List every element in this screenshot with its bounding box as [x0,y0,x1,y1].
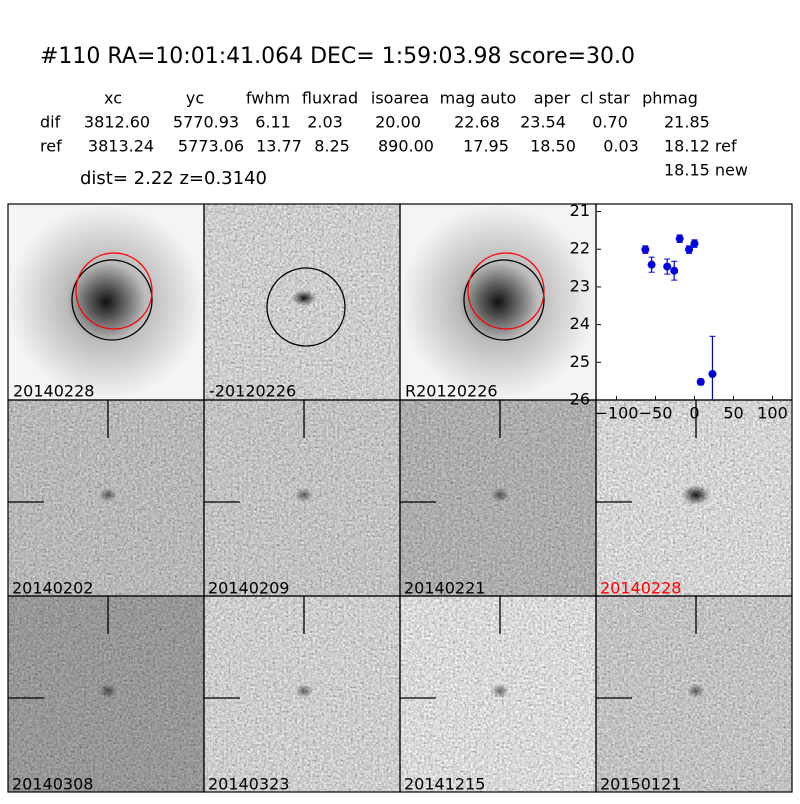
column-header: cl star [580,89,630,108]
point [647,260,656,269]
stamp-label: 20150121 [600,775,681,794]
point [675,234,684,243]
table-cell: 18.12 ref [664,137,737,156]
column-header: fwhm [246,89,290,108]
y-tick-label: 24 [570,314,590,333]
stamp-label: -20120226 [209,382,296,401]
aperture [75,252,153,330]
table-cell: dif [40,113,61,132]
table-cell: 17.95 [463,137,509,156]
table-cell: 8.25 [314,137,350,156]
x-tick-label: −50 [639,404,673,423]
stamp-label: 20140209 [208,579,289,598]
point [696,377,705,386]
column-header: isoarea [371,89,429,108]
x-tick-label: −100 [595,404,639,423]
y-tick-label: 25 [570,352,590,371]
source [491,684,509,698]
table-cell: 22.68 [454,113,500,132]
table-cell: 23.54 [520,113,566,132]
stamp-label: 20140228 [600,579,681,598]
stamp-label: 20140221 [404,579,485,598]
table-cell: 6.11 [255,113,291,132]
panel-border [595,595,793,793]
stamp-image [8,204,204,400]
source [295,684,313,698]
y-tick-label: 23 [570,276,590,295]
aperture [467,252,545,330]
source [99,684,117,698]
x-tick-label: 50 [723,404,743,423]
table-cell: 5770.93 [173,113,239,132]
source [682,485,710,505]
stamp-label: 20140228 [13,382,94,401]
aperture [71,259,153,341]
table-cell: ref [40,137,62,156]
column-header: yc [186,89,204,108]
source [292,290,316,306]
table-cell: 3813.24 [88,137,154,156]
aperture [266,267,346,347]
table-cell: 3812.60 [84,113,150,132]
column-header: xc [104,89,122,108]
aperture [463,259,545,341]
table-cell: 890.00 [378,137,434,156]
stamp-label: R20120226 [405,382,498,401]
point [663,262,672,271]
point [690,239,699,248]
table-cell: 20.00 [375,113,421,132]
point [685,245,694,254]
point [670,266,679,275]
source [687,684,705,698]
point [641,245,650,254]
y-tick-label: 26 [570,390,590,409]
y-tick-label: 22 [570,239,590,258]
source [491,488,509,502]
column-header: fluxrad [302,89,358,108]
x-tick-label: 0 [689,404,699,423]
stamp-label: 20140308 [12,775,93,794]
title: #110 RA=10:01:41.064 DEC= 1:59:03.98 sco… [40,44,635,69]
table-cell: 2.03 [307,113,343,132]
phmag-new: 18.15 new [664,161,748,180]
table-cell: 0.03 [603,137,639,156]
table-cell: 21.85 [664,113,710,132]
dist: dist= 2.22 z=0.3140 [80,168,267,189]
source [99,488,117,502]
source [295,488,313,502]
stamp-label: 20141215 [404,775,485,794]
stamp-label: 20140202 [12,579,93,598]
plot-bg [597,204,792,400]
table-cell: 5773.06 [178,137,244,156]
stamp-label: 20140323 [208,775,289,794]
table-cell: 18.50 [530,137,576,156]
column-header: aper [534,89,571,108]
table-cell: 13.77 [256,137,302,156]
point [708,369,717,378]
column-header: phmag [642,89,698,108]
x-tick-label: 100 [757,404,788,423]
column-header: mag auto [440,89,517,108]
y-tick-label: 21 [570,201,590,220]
table-cell: 0.70 [592,113,628,132]
stamp-image [400,204,596,400]
